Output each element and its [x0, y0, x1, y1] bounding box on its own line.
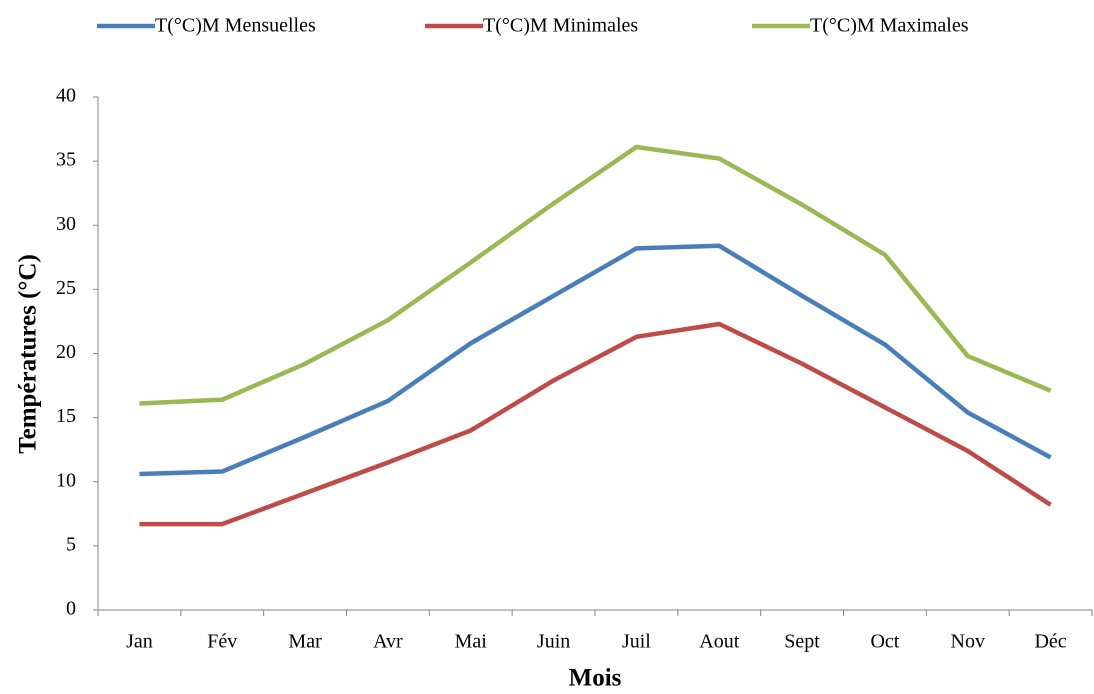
y-tick-label: 35: [56, 149, 76, 171]
x-tick-label: Mai: [455, 631, 488, 653]
x-tick-label: Mar: [288, 631, 322, 653]
x-tick-label: Oct: [870, 631, 899, 653]
y-tick-label: 30: [56, 213, 76, 235]
x-tick-label: Nov: [951, 631, 985, 653]
legend-label: T(°C)M Maximales: [810, 15, 969, 37]
series-line: [139, 243, 1052, 477]
x-tick-label: Jan: [126, 631, 153, 653]
x-tick-label: Juil: [622, 631, 651, 653]
y-tick-label: 5: [66, 533, 76, 555]
y-tick-label: 15: [56, 405, 76, 427]
x-tick-label: Avr: [373, 631, 403, 653]
legend-label: T(°C)M Mensuelles: [155, 15, 316, 37]
y-tick-label: 40: [56, 85, 76, 107]
x-tick-label: Fév: [207, 631, 237, 653]
x-tick-label: Aout: [699, 631, 739, 653]
y-tick-label: 25: [56, 277, 76, 299]
x-axis-title: Mois: [569, 665, 622, 692]
y-tick-label: 20: [56, 341, 76, 363]
x-tick-label: Sept: [784, 631, 820, 653]
x-tick-label: Juin: [537, 631, 570, 653]
x-tick-label: Déc: [1034, 631, 1066, 653]
y-tick-label: 10: [56, 469, 76, 491]
series-line: [139, 144, 1052, 406]
legend-label: T(°C)M Minimales: [483, 15, 638, 37]
y-axis-title: Températures (°C): [15, 254, 42, 454]
y-tick-label: 0: [66, 598, 76, 620]
series-line: [139, 321, 1052, 527]
